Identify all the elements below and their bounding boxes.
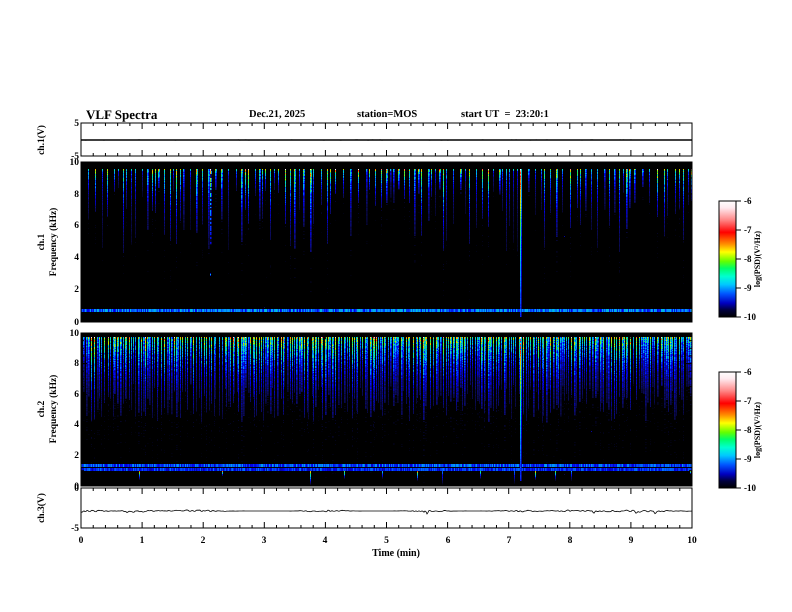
svg-text:10: 10 (70, 329, 80, 339)
svg-text:8: 8 (74, 359, 79, 369)
svg-text:-7: -7 (744, 225, 752, 235)
svg-text:10: 10 (687, 536, 697, 546)
svg-text:5: 5 (384, 536, 389, 546)
svg-text:Time (min): Time (min) (372, 548, 420, 559)
svg-text:-7: -7 (744, 396, 752, 406)
svg-text:5: 5 (74, 119, 79, 129)
svg-text:10: 10 (70, 158, 80, 168)
svg-text:6: 6 (74, 390, 79, 400)
svg-text:9: 9 (629, 536, 634, 546)
svg-text:4: 4 (323, 536, 328, 546)
svg-text:3: 3 (262, 536, 267, 546)
svg-text:-9: -9 (744, 283, 752, 293)
svg-text:log(PSD)(V²/Hz): log(PSD)(V²/Hz) (753, 231, 762, 288)
svg-text:ch.3(V): ch.3(V) (36, 493, 47, 523)
svg-text:ch.2: ch.2 (37, 400, 47, 417)
svg-text:-8: -8 (744, 254, 752, 264)
svg-text:4: 4 (74, 253, 79, 263)
svg-text:6: 6 (74, 221, 79, 231)
svg-text:Frequency (kHz): Frequency (kHz) (48, 375, 59, 444)
svg-text:2: 2 (74, 285, 79, 295)
svg-text:-6: -6 (744, 196, 752, 206)
svg-text:7: 7 (507, 536, 512, 546)
svg-text:2: 2 (201, 536, 206, 546)
svg-text:0: 0 (74, 318, 79, 328)
svg-text:0: 0 (79, 536, 84, 546)
svg-text:8: 8 (74, 190, 79, 200)
svg-text:4: 4 (74, 420, 79, 430)
svg-text:-10: -10 (744, 483, 756, 493)
svg-text:0: 0 (74, 484, 79, 494)
svg-text:2: 2 (74, 451, 79, 461)
svg-text:-9: -9 (744, 454, 752, 464)
svg-text:8: 8 (568, 536, 573, 546)
svg-text:log(PSD)(V²/Hz): log(PSD)(V²/Hz) (753, 402, 762, 459)
svg-text:-5: -5 (71, 524, 79, 534)
svg-text:-10: -10 (744, 312, 756, 322)
svg-text:-6: -6 (744, 367, 752, 377)
svg-text:6: 6 (446, 536, 451, 546)
svg-text:1: 1 (140, 536, 145, 546)
svg-text:ch.1(V): ch.1(V) (36, 125, 47, 155)
svg-text:-8: -8 (744, 425, 752, 435)
svg-text:ch.1: ch.1 (37, 233, 47, 250)
svg-text:Frequency (kHz): Frequency (kHz) (48, 208, 59, 277)
